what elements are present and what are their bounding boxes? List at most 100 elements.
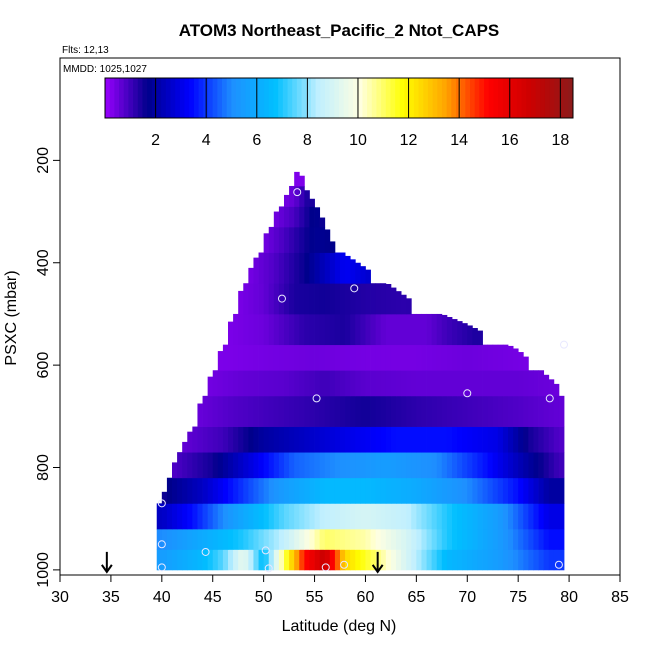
heatmap-cell (421, 528, 427, 550)
heatmap-cell (324, 344, 331, 371)
heatmap-cell (340, 528, 346, 550)
heatmap-cell (396, 370, 402, 397)
heatmap-cell (222, 452, 229, 479)
heatmap-cell (467, 370, 473, 397)
heatmap-cell (406, 477, 412, 504)
x-tick-label: 40 (153, 589, 171, 606)
heatmap-cell (202, 395, 209, 427)
heatmap-cell (238, 503, 244, 530)
heatmap-cell (457, 426, 463, 453)
heatmap-cell (253, 426, 259, 453)
heatmap-cell (253, 477, 259, 504)
heatmap-cell (263, 370, 270, 397)
heatmap-cell (482, 477, 489, 504)
heatmap-cell (294, 283, 300, 315)
colorbar-tick-label: 12 (400, 132, 418, 149)
heatmap-cell (467, 503, 473, 530)
heatmap-cell (508, 345, 514, 371)
heatmap-cell (467, 549, 473, 571)
heatmap-cell (457, 395, 463, 427)
plot-frame (59, 57, 621, 576)
heatmap-cell (319, 226, 326, 253)
heatmap-cell (238, 370, 244, 397)
sample-point (545, 394, 554, 403)
heatmap-cell (365, 528, 371, 550)
heatmap-cell (553, 426, 560, 453)
heatmap-cell (446, 344, 453, 371)
heatmap-cell (340, 313, 346, 346)
colorbar-segment (423, 78, 429, 118)
colorbar-segment (353, 78, 359, 118)
colorbar-segment (367, 78, 373, 118)
heatmap-cell (355, 395, 361, 427)
heatmap-cell (518, 528, 524, 550)
heatmap-cell (217, 477, 224, 504)
heatmap-cell (375, 528, 382, 550)
heatmap-cell (299, 206, 305, 228)
heatmap-cell (462, 549, 468, 571)
heatmap-cell (253, 370, 259, 397)
heatmap-cell (324, 283, 331, 315)
heatmap-cell (253, 503, 259, 530)
heatmap-cell (462, 452, 468, 479)
heatmap-cell (258, 344, 265, 371)
heatmap-cell (299, 395, 305, 427)
heatmap-cell (177, 528, 183, 550)
sample-point (277, 294, 286, 303)
colorbar-segment (512, 78, 518, 118)
heatmap-cell (401, 344, 407, 371)
heatmap-cell (238, 426, 244, 453)
heatmap-cell (401, 294, 407, 315)
heatmap-cell (294, 426, 300, 453)
heatmap-cell (233, 452, 239, 479)
heatmap-cell (370, 313, 377, 346)
colorbar-segment (554, 78, 560, 118)
heatmap-cell (268, 503, 275, 530)
heatmap-cell (187, 549, 193, 571)
heatmap-cell (289, 426, 295, 453)
colorbar-segment (142, 78, 148, 118)
colorbar-tick-label: 2 (151, 132, 160, 149)
heatmap-cell (406, 313, 412, 346)
x-tick-label: 80 (560, 589, 578, 606)
heatmap-cell (202, 528, 209, 550)
colorbar-segment (170, 78, 176, 118)
heatmap-cell (421, 426, 427, 453)
heatmap-cell (233, 549, 239, 571)
heatmap-cell (482, 528, 489, 550)
heatmap-cell (156, 528, 163, 550)
heatmap-cell (278, 426, 285, 453)
heatmap-cell (197, 549, 203, 571)
heatmap-cell (548, 426, 555, 453)
heatmap-cell (319, 217, 326, 228)
heatmap-cell (482, 549, 489, 571)
heatmap-cell (385, 313, 392, 346)
x-tick-label: 30 (51, 589, 69, 606)
heatmap-cell (360, 452, 366, 479)
heatmap-cell (258, 370, 265, 397)
heatmap-cell (314, 503, 321, 530)
heatmap-cell (396, 344, 402, 371)
heatmap-cell (182, 528, 188, 550)
y-tick-label: 800 (35, 454, 52, 481)
heatmap-cell (548, 549, 555, 571)
heatmap-cell (436, 549, 443, 571)
heatmap-cell (273, 211, 280, 228)
heatmap-cell (345, 283, 351, 315)
heatmap-cell (217, 351, 224, 371)
heatmap-cell (355, 370, 361, 397)
heatmap-cell (345, 528, 351, 550)
heatmap-cell (263, 426, 270, 453)
heatmap-cell (243, 313, 249, 346)
heatmap-cell (446, 452, 453, 479)
colorbar-segment (451, 78, 457, 118)
x-tick-label: 50 (255, 589, 273, 606)
heatmap-cell (334, 252, 341, 284)
heatmap-cell (457, 344, 463, 371)
heatmap-cell (441, 528, 448, 550)
heatmap-cell (472, 452, 478, 479)
heatmap-cell (355, 477, 361, 504)
colorbar-segment (343, 78, 349, 118)
heatmap-cell (248, 452, 254, 479)
heatmap-cell (487, 528, 494, 550)
